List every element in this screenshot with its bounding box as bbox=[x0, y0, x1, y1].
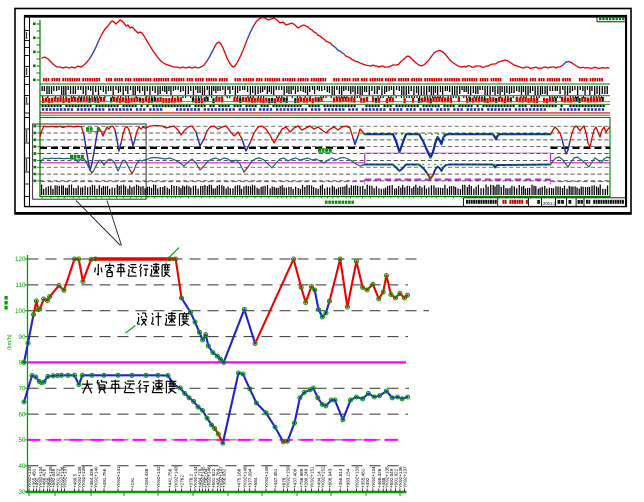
svg-text:YK92+146: YK92+146 bbox=[206, 466, 211, 488]
svg-text:YK92+136: YK92+136 bbox=[398, 466, 403, 488]
svg-text:40: 40 bbox=[18, 463, 26, 470]
svg-text:+492: +492 bbox=[35, 477, 40, 488]
svg-text:+608.943: +608.943 bbox=[328, 468, 333, 488]
svg-text:YK92+145: YK92+145 bbox=[201, 466, 206, 488]
svg-text:30: 30 bbox=[18, 489, 26, 496]
svg-text:YK92+152: YK92+152 bbox=[320, 466, 325, 488]
svg-text:+983.154: +983.154 bbox=[345, 468, 350, 488]
svg-text:+488: +488 bbox=[381, 477, 386, 488]
svg-text:YK92+143: YK92+143 bbox=[174, 466, 179, 488]
svg-text:50: 50 bbox=[18, 437, 26, 444]
svg-text:110: 110 bbox=[15, 282, 26, 289]
svg-text:(km/h): (km/h) bbox=[7, 334, 13, 350]
svg-text:+366.031: +366.031 bbox=[222, 468, 227, 488]
svg-text:+284.438: +284.438 bbox=[144, 468, 149, 488]
svg-text:+441.756: +441.756 bbox=[168, 468, 173, 488]
svg-text:+756.989: +756.989 bbox=[299, 468, 304, 488]
svg-text:90: 90 bbox=[18, 334, 26, 341]
svg-text:+878: +878 bbox=[281, 477, 286, 488]
svg-text:100: 100 bbox=[15, 308, 26, 315]
svg-text:YK92+141: YK92+141 bbox=[116, 466, 121, 488]
svg-text:+488: +488 bbox=[45, 477, 50, 488]
svg-text:+492: +492 bbox=[365, 477, 370, 488]
svg-text:+491.756: +491.756 bbox=[102, 468, 107, 488]
svg-text:+592.049: +592.049 bbox=[51, 468, 56, 488]
svg-text:YK92+140: YK92+140 bbox=[94, 466, 99, 488]
svg-text:+355.481: +355.481 bbox=[361, 468, 366, 488]
svg-text:YK92+135: YK92+135 bbox=[48, 466, 53, 488]
svg-text:+485.769: +485.769 bbox=[215, 468, 220, 488]
svg-text:YK92+150: YK92+150 bbox=[286, 466, 291, 488]
svg-text:+2762: +2762 bbox=[180, 475, 185, 488]
svg-text:YK92+137: YK92+137 bbox=[402, 466, 407, 488]
svg-text:+501.922: +501.922 bbox=[211, 468, 216, 488]
svg-text:YK92+142: YK92+142 bbox=[156, 466, 161, 488]
svg-text:YK92+149: YK92+149 bbox=[264, 466, 269, 488]
svg-text:YK92+136: YK92+136 bbox=[60, 466, 65, 488]
svg-text:YK92+133: YK92+133 bbox=[27, 466, 32, 488]
svg-text:70: 70 bbox=[18, 385, 26, 392]
svg-text:YK92+134: YK92+134 bbox=[38, 466, 43, 488]
svg-text:+501.922: +501.922 bbox=[55, 468, 60, 488]
svg-text:+484.279: +484.279 bbox=[198, 468, 203, 488]
svg-text:+280.249: +280.249 bbox=[304, 468, 309, 488]
svg-text:60: 60 bbox=[18, 411, 26, 418]
svg-text:+501.922: +501.922 bbox=[393, 468, 398, 488]
svg-text:YK92+134: YK92+134 bbox=[371, 466, 376, 488]
svg-text:+355.481: +355.481 bbox=[32, 468, 37, 488]
svg-text:+475.166: +475.166 bbox=[237, 468, 242, 488]
svg-text:+466.426: +466.426 bbox=[377, 468, 382, 488]
svg-text:YK92+138: YK92+138 bbox=[77, 466, 82, 488]
svg-text:YK92+137: YK92+137 bbox=[63, 466, 68, 488]
svg-text:YK92+144: YK92+144 bbox=[193, 466, 198, 488]
svg-text:YK92+151: YK92+151 bbox=[310, 466, 315, 488]
svg-text:+489.5: +489.5 bbox=[73, 473, 78, 488]
svg-text:+584: +584 bbox=[253, 477, 258, 488]
svg-text:YK92+135: YK92+135 bbox=[384, 466, 389, 488]
svg-text:+1562.04: +1562.04 bbox=[204, 468, 209, 488]
svg-text:+378.2: +378.2 bbox=[189, 473, 194, 488]
svg-text:2001.2: 2001.2 bbox=[543, 201, 556, 206]
svg-text:+494.14: +494.14 bbox=[317, 471, 322, 488]
svg-text:+377.094: +377.094 bbox=[248, 468, 253, 488]
svg-text:+466.426: +466.426 bbox=[42, 468, 47, 488]
svg-text:YK92+139: YK92+139 bbox=[81, 466, 86, 488]
svg-text:+191: +191 bbox=[130, 477, 135, 488]
svg-text:+364.438: +364.438 bbox=[89, 468, 94, 488]
svg-text:+355.814: +355.814 bbox=[338, 468, 343, 488]
svg-text:+447.451: +447.451 bbox=[273, 468, 278, 488]
svg-text:YK92+147: YK92+147 bbox=[219, 466, 224, 488]
svg-text:YK92+148: YK92+148 bbox=[242, 466, 247, 488]
svg-text:YK92+133: YK92+133 bbox=[354, 466, 359, 488]
svg-text:+437.409: +437.409 bbox=[293, 468, 298, 488]
svg-text:+592.049: +592.049 bbox=[389, 468, 394, 488]
svg-text:120: 120 bbox=[15, 256, 26, 263]
